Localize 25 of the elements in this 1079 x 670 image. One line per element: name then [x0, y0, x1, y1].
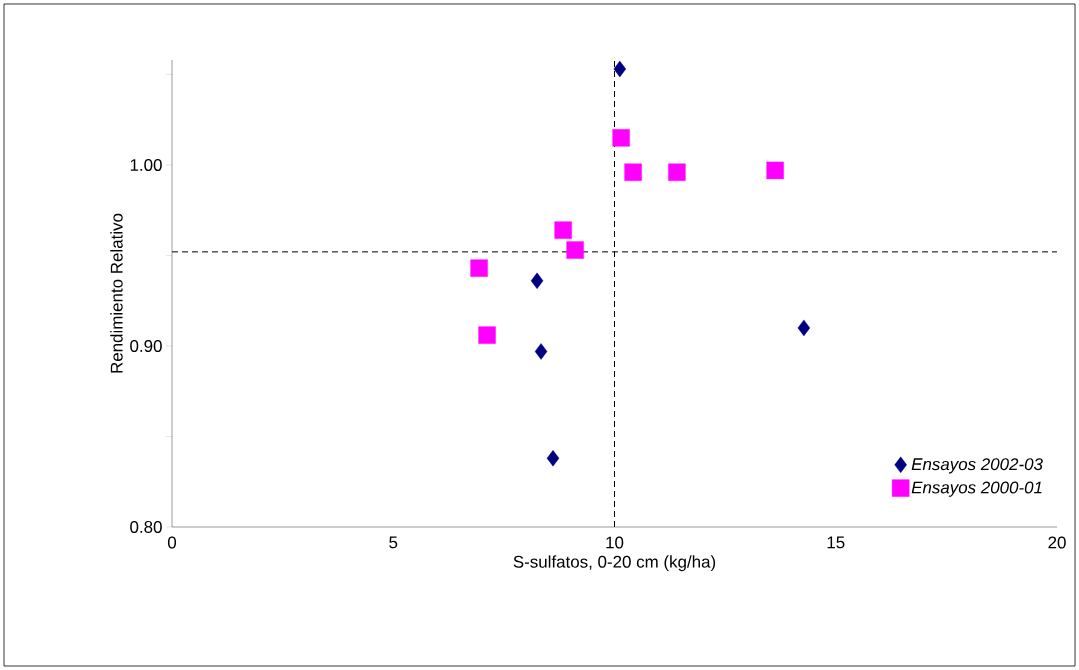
- x-tick-label: 15: [827, 536, 845, 549]
- y-axis-title: Rendimiento Relativo: [110, 213, 123, 373]
- point: [766, 161, 784, 180]
- point: [470, 259, 488, 277]
- point: [797, 319, 811, 337]
- point: [554, 221, 572, 239]
- point: [624, 163, 642, 181]
- point: [534, 343, 548, 360]
- legend-label: Ensayos 2000-01: [911, 481, 1042, 497]
- x-tick-label: 0: [167, 536, 177, 549]
- legend-label: Ensayos 2002-03: [911, 458, 1043, 474]
- point: [530, 272, 544, 290]
- y-tick-label: 0.90: [130, 339, 162, 352]
- x-tick-label: 20: [1048, 536, 1066, 549]
- y-tick-label: 1.00: [130, 158, 162, 171]
- y-tick-label: 0.80: [130, 521, 162, 533]
- point: [478, 326, 496, 344]
- x-tick-label: 10: [606, 536, 624, 549]
- point: [613, 60, 627, 78]
- point: [668, 163, 686, 181]
- x-axis-title: S-sulfatos, 0-20 cm (kg/ha): [513, 555, 716, 572]
- x-tick-label: 5: [389, 536, 398, 549]
- point: [612, 129, 630, 147]
- point: [546, 450, 560, 467]
- point: [566, 241, 584, 259]
